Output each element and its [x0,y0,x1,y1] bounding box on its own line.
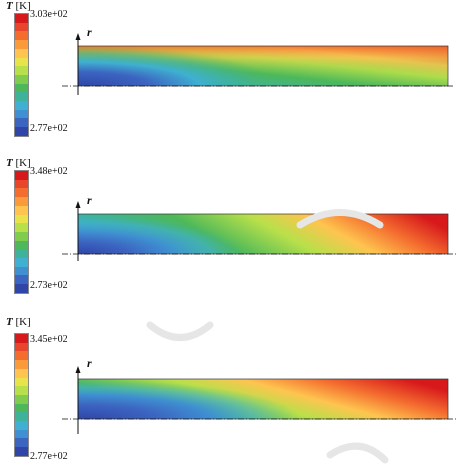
colorbar [14,170,29,294]
contour-plot [62,366,458,434]
colorbar-step [15,48,28,58]
colorbar-step [15,109,28,119]
colorbar-step [15,438,28,448]
colorbar-step [15,421,28,430]
contour-plot [62,33,454,95]
colorbar-max-label: 3.03e+02 [30,9,68,20]
colorbar-step [15,74,28,84]
colorbar-step [15,275,28,285]
r-axis-label: r [87,193,92,207]
colorbar-step [15,188,28,198]
colorbar [14,13,29,137]
colorbar-title: T [K] [6,157,31,169]
colorbar-step [15,284,28,293]
colorbar-step [15,83,28,93]
colorbar-max-label: 3.45e+02 [30,334,68,345]
colorbar-step [15,22,28,32]
colorbar-step [15,334,28,343]
temperature-field [77,378,449,420]
r-axis [75,33,81,95]
contour-plot [62,201,458,261]
colorbar-step [15,92,28,102]
r-axis-label: r [87,356,92,370]
colorbar-step [15,66,28,75]
r-axis-label: r [87,25,92,39]
colorbar-step [15,368,28,378]
colorbar-step [15,40,28,49]
colorbar-step [15,179,28,189]
colorbar-step [15,377,28,387]
colorbar-step [15,118,28,128]
colorbar-step [15,127,28,136]
colorbar-step [15,394,28,404]
colorbar-step [15,57,28,67]
colorbar [14,333,29,457]
colorbar-step [15,447,28,456]
colorbar-step [15,14,28,23]
colorbar-step [15,258,28,267]
colorbar-max-label: 3.48e+02 [30,166,68,177]
colorbar-title: T [K] [6,316,31,328]
colorbar-step [15,101,28,110]
temperature-panel-2: T [K] 3.48e+02 2.73e+02 [0,157,474,307]
temperature-field [77,213,449,255]
colorbar-step [15,351,28,361]
colorbar-step [15,205,28,215]
colorbar-step [15,249,28,259]
colorbar-step [15,429,28,439]
colorbar-step [15,360,28,369]
colorbar-step [15,214,28,224]
colorbar-step [15,240,28,250]
r-axis [75,201,81,261]
colorbar-step [15,197,28,206]
colorbar-step [15,386,28,395]
colorbar-step [15,223,28,232]
colorbar-step [15,171,28,180]
colorbar-step [15,342,28,352]
colorbar-step [15,412,28,422]
colorbar-min-label: 2.73e+02 [30,280,68,291]
colorbar-step [15,403,28,413]
colorbar-step [15,231,28,241]
colorbar-min-label: 2.77e+02 [30,123,68,134]
temperature-panel-1: T [K] 3.03e+02 2.77e+02 [0,0,474,150]
r-axis [75,366,81,434]
temperature-field [77,45,449,87]
colorbar-min-label: 2.77e+02 [30,451,68,462]
temperature-panel-3: T [K] 3.45e+02 2.77e+02 [0,316,474,474]
colorbar-title: T [K] [6,0,31,12]
colorbar-step [15,31,28,41]
colorbar-step [15,266,28,276]
